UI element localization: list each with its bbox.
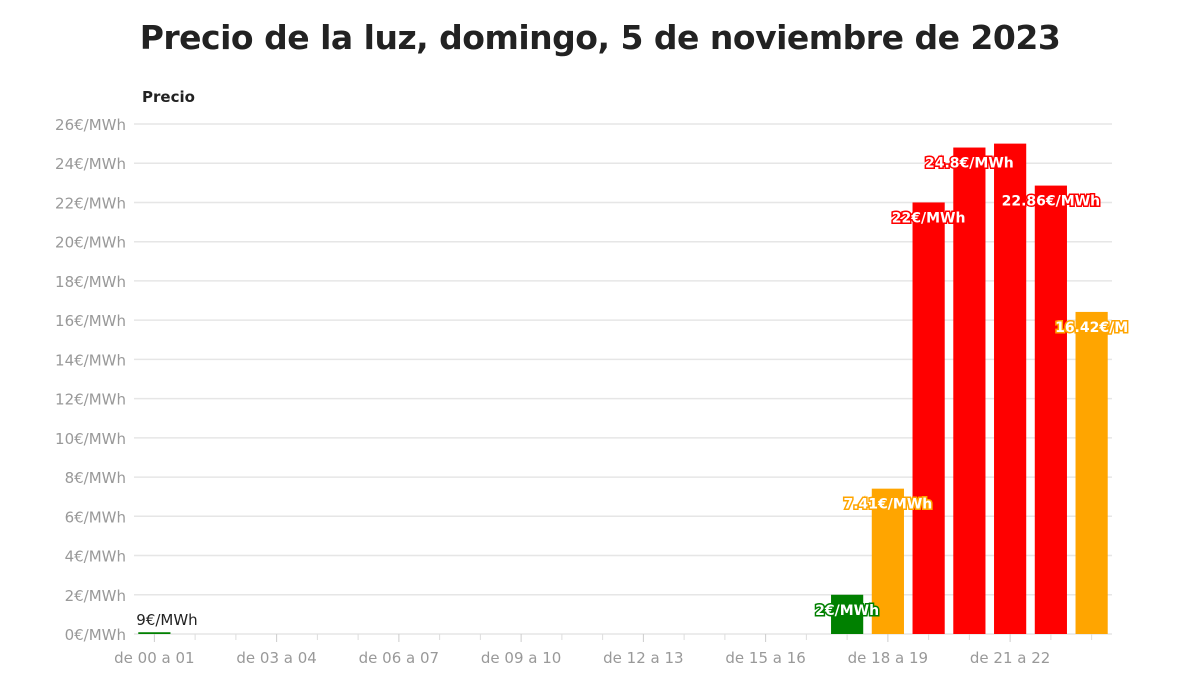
x-tick-label: de 06 a 07 (359, 649, 439, 667)
y-axis-ticks: 0€/MWh 2€/MWh 4€/MWh 6€/MWh 8€/MWh 10€/MWh 12€… (55, 116, 126, 644)
y-tick-label: 24€/MWh (55, 155, 126, 173)
data-label: 7.41€/MWh (844, 497, 933, 513)
y-axis-title: Precio (142, 88, 195, 106)
data-label: 22.86€/MWh (1002, 194, 1100, 210)
bar (138, 632, 171, 634)
y-tick-label: 12€/MWh (55, 391, 126, 409)
data-label: 9€/MWh (136, 611, 197, 629)
x-tick-label: de 03 a 04 (236, 649, 316, 667)
y-tick-label: 2€/MWh (65, 587, 126, 605)
x-axis-ticks: de 00 a 01 de 03 a 04 de 06 a 07 de 09 a 10… (114, 634, 1093, 667)
y-tick-label: 10€/MWh (55, 430, 126, 448)
y-tick-label: 0€/MWh (65, 626, 126, 644)
y-tick-label: 16€/MWh (55, 312, 126, 330)
y-tick-label: 26€/MWh (55, 116, 126, 134)
data-label: 24.8€/MWh (925, 156, 1014, 172)
bar (994, 143, 1027, 634)
bar (1075, 311, 1108, 634)
bar (871, 488, 904, 634)
y-tick-label: 14€/MWh (55, 351, 126, 369)
y-tick-label: 4€/MWh (65, 548, 126, 566)
bar (953, 147, 986, 635)
data-label: 22€/MWh (892, 210, 966, 226)
bar (1034, 185, 1067, 635)
x-tick-label: de 21 a 22 (970, 649, 1050, 667)
bar (912, 202, 945, 634)
y-tick-label: 22€/MWh (55, 194, 126, 212)
bars (138, 143, 1108, 635)
x-tick-label: de 12 a 13 (603, 649, 683, 667)
data-label: 2€/MWh (815, 603, 879, 619)
bar (831, 594, 864, 634)
y-tick-label: 20€/MWh (55, 234, 126, 252)
x-tick-label: de 09 a 10 (481, 649, 561, 667)
x-tick-label: de 00 a 01 (114, 649, 194, 667)
x-tick-label: de 15 a 16 (725, 649, 805, 667)
y-tick-label: 18€/MWh (55, 273, 126, 291)
y-tick-label: 6€/MWh (65, 508, 126, 526)
x-tick-label: de 18 a 19 (848, 649, 928, 667)
y-tick-label: 8€/MWh (65, 469, 126, 487)
chart-title: Precio de la luz, domingo, 5 de noviembr… (139, 18, 1061, 57)
data-labels: 9€/MWh 2€/MWh 7.41€/MWh 22€/MWh 24.8€/MWh 22.… (136, 154, 1129, 629)
grid-lines (134, 123, 1112, 635)
data-label: 16.42€/M (1055, 320, 1128, 336)
